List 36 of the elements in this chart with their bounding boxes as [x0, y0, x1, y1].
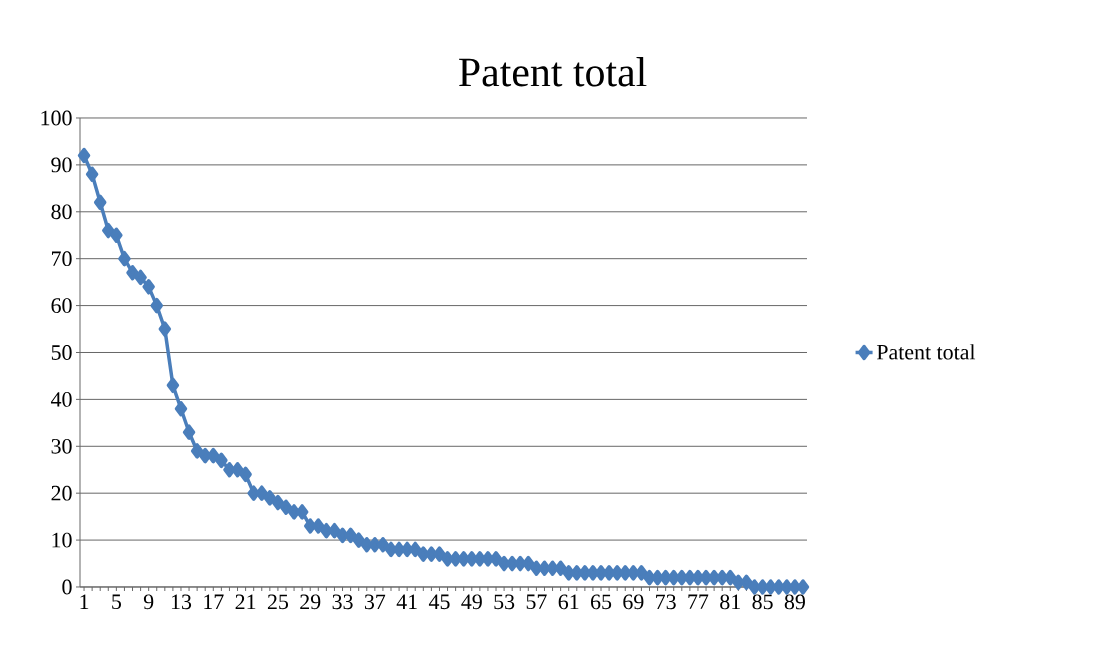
y-tick-label: 50	[51, 345, 72, 360]
y-tick-label: 90	[51, 157, 72, 173]
legend-label: Patent total	[876, 344, 976, 360]
x-tick-label: 61	[558, 594, 579, 610]
x-tick-label: 21	[235, 594, 256, 610]
y-tick-label: 0	[62, 579, 72, 595]
y-tick-label: 20	[51, 485, 72, 501]
x-tick-label: 57	[526, 594, 547, 610]
y-tick-label: 30	[51, 438, 72, 454]
x-tick-label: 25	[267, 594, 289, 610]
y-tick-label: 70	[52, 251, 72, 267]
x-tick-label: 41	[396, 594, 417, 609]
x-tick-label: 1	[80, 594, 89, 609]
x-tick-label: 45	[428, 594, 450, 610]
x-tick-label: 65	[591, 594, 612, 610]
y-tick-label: 60	[51, 298, 72, 313]
x-tick-label: 33	[332, 594, 353, 610]
x-tick-label: 85	[752, 594, 773, 610]
x-tick-label: 29	[300, 594, 321, 610]
x-tick-label: 81	[720, 594, 740, 610]
x-tick-label: 5	[112, 594, 121, 610]
x-tick-label: 49	[461, 594, 482, 610]
y-tick-label: 80	[51, 204, 72, 220]
y-tick-label: 10	[52, 532, 72, 548]
chart-title: Patent total	[459, 57, 647, 87]
y-tick-label: 40	[50, 391, 72, 407]
x-tick-label: 77	[688, 594, 709, 609]
y-tick-label: 100	[41, 110, 72, 126]
x-tick-label: 89	[784, 594, 805, 610]
x-tick-label: 9	[143, 594, 154, 610]
x-tick-label: 73	[656, 594, 676, 610]
x-tick-label: 69	[623, 594, 644, 610]
x-tick-label: 53	[494, 594, 515, 610]
x-tick-label: 17	[204, 594, 224, 609]
x-tick-label: 37	[364, 594, 386, 610]
x-tick-label: 13	[171, 594, 192, 610]
